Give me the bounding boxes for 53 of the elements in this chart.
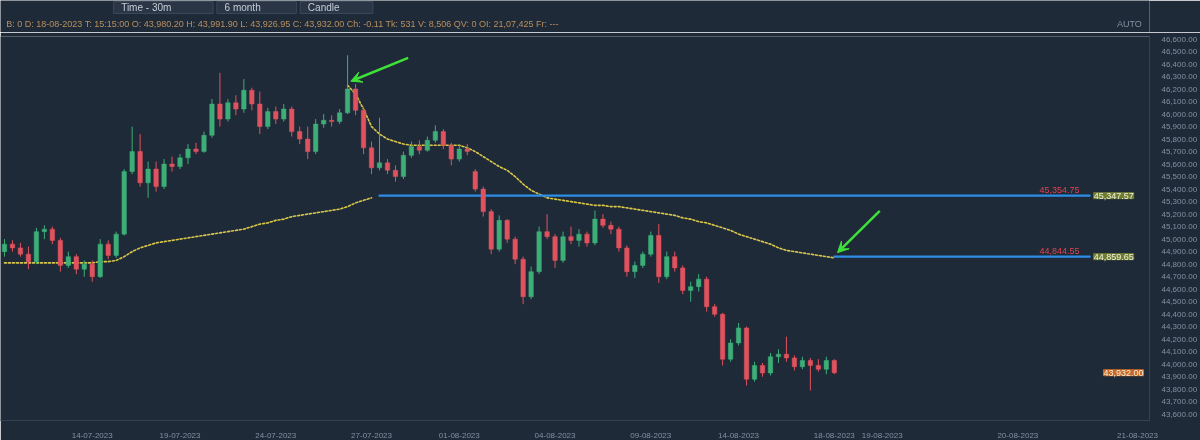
y-tick-label: 45,700.00: [1161, 147, 1198, 157]
annotation: 44,844.55: [1039, 245, 1080, 256]
y-tick-label: 45,100.00: [1161, 222, 1198, 232]
y-tick-label: 46,000.00: [1161, 109, 1198, 119]
data-label: 44,859.65: [1093, 251, 1134, 262]
y-tick-label: 46,100.00: [1161, 97, 1198, 107]
y-tick-label: 46,400.00: [1161, 59, 1198, 69]
text: 6 month: [224, 2, 261, 13]
y-tick-label: 45,600.00: [1161, 159, 1198, 169]
y-tick-label: 45,900.00: [1161, 122, 1198, 132]
x-tick-label: 04-08-2023: [534, 430, 577, 440]
x-tick-label: 21-08-2023: [1117, 430, 1159, 440]
x-tick-label: 14-07-2023: [71, 430, 114, 440]
x-tick-label: 18-08-2023: [813, 430, 856, 440]
y-tick-label: 44,400.00: [1161, 309, 1198, 319]
x-tick-label: 01-08-2023: [438, 430, 481, 440]
y-tick-label: 46,300.00: [1161, 72, 1198, 82]
y-tick-label: 45,400.00: [1161, 184, 1198, 194]
y-tick-label: 45,800.00: [1161, 134, 1198, 144]
x-tick-label: 19-07-2023: [159, 430, 202, 440]
y-tick-label: 45,300.00: [1161, 197, 1198, 207]
chart-subtitle: B: 0 D: 18-08-2023 T: 15:15:00 O: 43,980.20 H: 43,991.90 L: 43,926.95 C: 43,932.00 Ch: -0.11 Tk: 531 V: 8,506 QV: 0 OI: 21,07,425 Fr: ---: [6, 18, 559, 29]
x-tick-label: 19-08-2023: [861, 430, 904, 440]
y-tick-label: 44,900.00: [1161, 247, 1198, 257]
data-label: 45,347.57: [1093, 190, 1134, 201]
text: 43,932.00: [1103, 367, 1144, 378]
y-tick-label: 44,300.00: [1161, 322, 1198, 332]
y-tick-label: 44,600.00: [1161, 284, 1198, 294]
y-tick-label: 44,200.00: [1161, 334, 1198, 344]
annotation: 45,354.75: [1039, 184, 1080, 195]
text: Time - 30m: [121, 2, 172, 13]
y-tick-label: 43,800.00: [1161, 384, 1198, 394]
y-tick-label: 45,000.00: [1161, 234, 1198, 244]
y-axis-title: AUTO: [1117, 18, 1142, 29]
y-tick-label: 43,700.00: [1161, 397, 1198, 407]
y-tick-label: 43,600.00: [1161, 409, 1198, 419]
x-tick-label: 20-08-2023: [997, 430, 1039, 440]
x-tick-label: 24-07-2023: [255, 430, 297, 440]
y-tick-label: 45,500.00: [1161, 172, 1198, 182]
y-tick-label: 44,700.00: [1161, 272, 1198, 282]
x-tick-label: 14-08-2023: [718, 430, 760, 440]
y-tick-label: 46,600.00: [1161, 34, 1198, 44]
y-tick-label: 44,000.00: [1161, 359, 1198, 369]
x-tick-label: 27-07-2023: [351, 430, 393, 440]
y-tick-label: 43,900.00: [1161, 372, 1198, 382]
text: Candle: [307, 2, 340, 13]
y-tick-label: 46,500.00: [1161, 47, 1198, 57]
y-tick-label: 44,800.00: [1161, 259, 1198, 269]
y-tick-label: 45,200.00: [1161, 209, 1198, 219]
y-tick-label: 44,500.00: [1161, 297, 1198, 307]
x-tick-label: 09-08-2023: [630, 430, 672, 440]
y-tick-label: 44,100.00: [1161, 347, 1198, 357]
y-tick-label: 46,200.00: [1161, 84, 1198, 94]
